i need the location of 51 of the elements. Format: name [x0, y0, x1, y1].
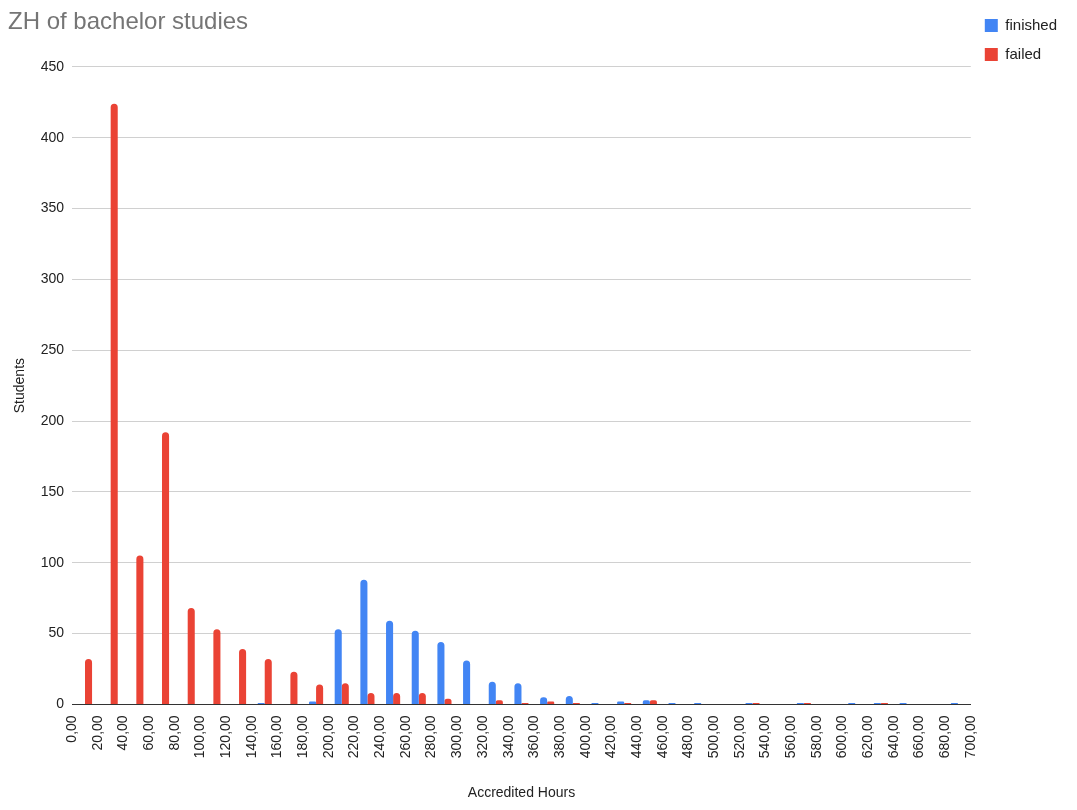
y-tick-label: 350: [40, 199, 65, 216]
x-tick-label: 400,00: [576, 715, 593, 759]
x-tick-label: 700,00: [961, 715, 978, 759]
y-tick-label: 200: [40, 411, 65, 428]
x-tick-label: 180,00: [294, 715, 311, 759]
x-tick-label: 500,00: [704, 715, 721, 759]
x-tick-label: 660,00: [910, 715, 927, 759]
x-tick-label: 100,00: [191, 715, 208, 759]
x-axis-title: Accredited Hours: [467, 784, 576, 801]
x-tick-label: 360,00: [525, 715, 542, 759]
x-tick-label: 20,00: [88, 715, 105, 751]
y-tick-label: 400: [40, 128, 65, 145]
x-tick-label: 60,00: [140, 715, 157, 751]
x-tick-label: 240,00: [371, 715, 388, 759]
x-tick-label: 80,00: [165, 715, 182, 751]
y-tick-label: 150: [40, 482, 65, 499]
y-tick-label: 0: [56, 695, 65, 712]
x-tick-label: 320,00: [473, 715, 490, 759]
x-tick-label: 140,00: [242, 715, 259, 759]
x-tick-label: 260,00: [396, 715, 413, 759]
y-tick-label: 300: [40, 270, 65, 287]
chart-title: ZH of bachelor studies: [8, 7, 249, 35]
x-tick-label: 200,00: [319, 715, 336, 759]
x-tick-label: 0,00: [63, 715, 80, 743]
x-tick-label: 560,00: [781, 715, 798, 759]
legend-label: failed: [1005, 44, 1042, 62]
x-tick-label: 520,00: [730, 715, 747, 759]
x-tick-label: 220,00: [345, 715, 362, 759]
x-tick-label: 380,00: [550, 715, 567, 759]
y-tick-label: 50: [48, 624, 65, 641]
y-tick-label: 100: [40, 553, 65, 570]
x-tick-label: 160,00: [268, 715, 285, 759]
x-tick-label: 460,00: [653, 715, 670, 759]
x-tick-label: 440,00: [627, 715, 644, 759]
x-tick-label: 480,00: [679, 715, 696, 759]
x-tick-label: 540,00: [756, 715, 773, 759]
x-tick-label: 120,00: [217, 715, 234, 759]
x-tick-label: 680,00: [935, 715, 952, 759]
x-tick-label: 280,00: [422, 715, 439, 759]
x-tick-label: 340,00: [499, 715, 516, 759]
x-tick-label: 640,00: [884, 715, 901, 759]
x-tick-label: 300,00: [448, 715, 465, 759]
x-tick-label: 600,00: [833, 715, 850, 759]
x-tick-label: 580,00: [807, 715, 824, 759]
y-tick-label: 450: [40, 57, 65, 74]
y-tick-label: 250: [40, 341, 65, 358]
y-axis-title: Students: [11, 357, 28, 414]
legend-label: finished: [1005, 15, 1057, 33]
x-tick-label: 40,00: [114, 715, 131, 751]
x-tick-label: 620,00: [858, 715, 875, 759]
x-tick-label: 420,00: [602, 715, 619, 759]
